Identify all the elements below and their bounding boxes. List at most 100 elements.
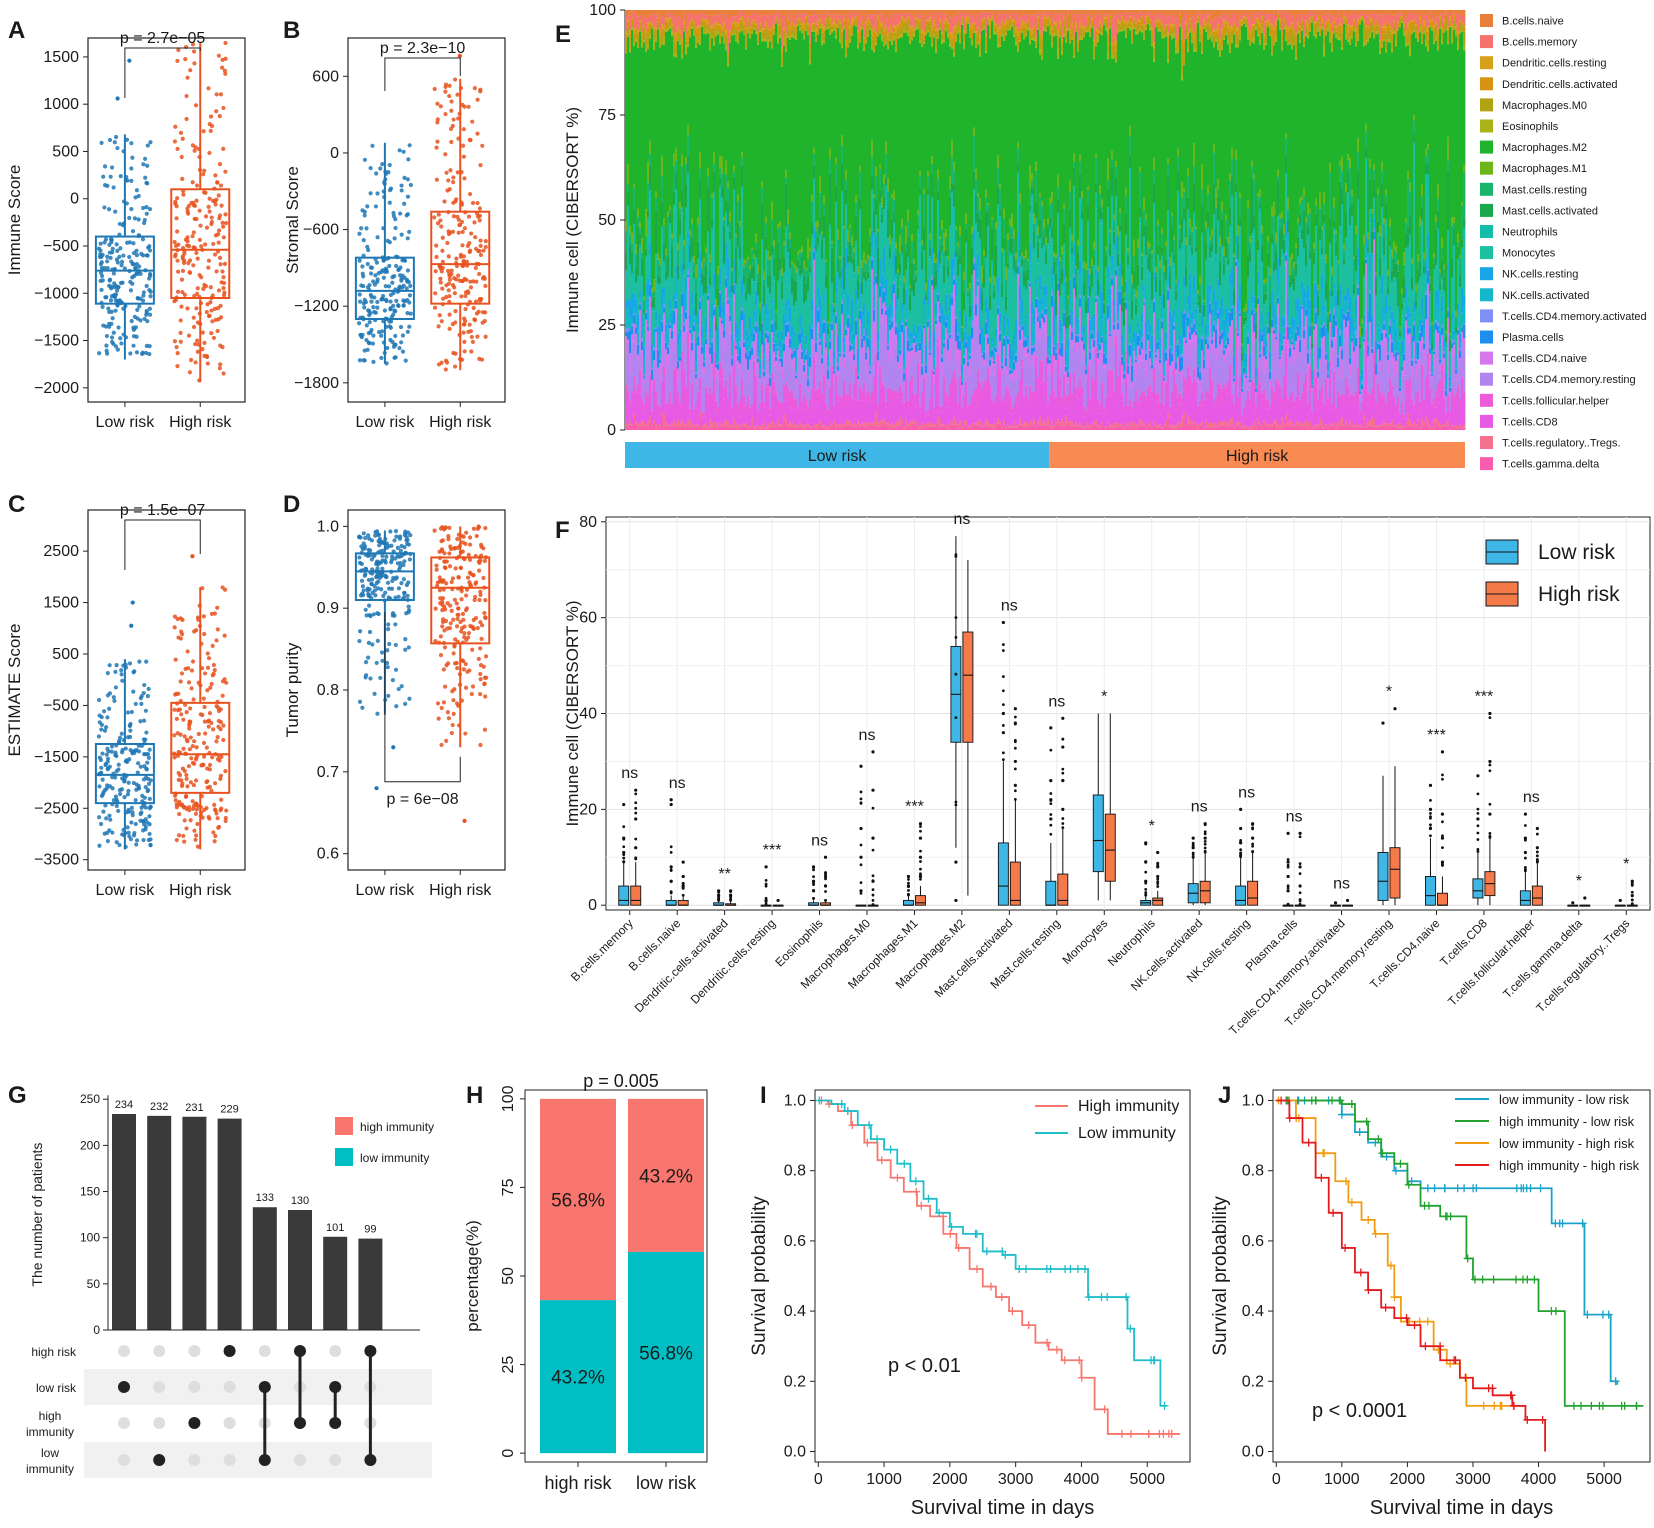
data-point	[215, 627, 220, 632]
data-point	[439, 539, 444, 544]
data-point	[215, 306, 221, 311]
data-point	[364, 323, 369, 328]
data-point	[107, 706, 112, 711]
data-point	[367, 629, 373, 635]
data-point	[406, 604, 411, 609]
data-point	[360, 584, 366, 589]
data-point	[216, 824, 222, 830]
data-point	[438, 276, 443, 281]
outlier-point	[129, 623, 134, 628]
data-point	[144, 308, 149, 314]
data-point	[216, 718, 221, 724]
data-point	[406, 580, 411, 585]
data-point	[366, 547, 371, 552]
data-point	[186, 680, 192, 685]
data-point	[174, 805, 179, 810]
data-point	[213, 202, 218, 207]
data-point	[483, 526, 488, 531]
data-point	[98, 270, 104, 275]
data-point	[384, 660, 390, 666]
data-point	[443, 367, 448, 372]
data-point	[172, 339, 178, 344]
data-point	[405, 311, 410, 316]
data-point	[433, 639, 438, 644]
y-tick-label: −1800	[294, 375, 339, 392]
data-point	[459, 629, 464, 634]
data-point	[184, 93, 189, 99]
data-point	[482, 681, 487, 686]
data-point	[178, 679, 183, 684]
data-point	[470, 339, 476, 345]
data-point	[108, 174, 113, 179]
data-point	[136, 749, 142, 754]
data-point	[209, 681, 214, 687]
panel-letter: D	[283, 491, 300, 518]
data-point	[397, 345, 402, 351]
data-point	[184, 709, 189, 715]
data-point	[379, 355, 384, 361]
data-point	[202, 671, 208, 676]
data-point	[111, 330, 116, 335]
data-point	[118, 791, 123, 797]
data-point	[377, 560, 382, 565]
data-point	[380, 296, 385, 301]
data-point	[396, 267, 401, 272]
data-point	[393, 556, 398, 561]
data-point	[461, 154, 467, 159]
data-point	[97, 713, 102, 718]
data-point	[362, 573, 367, 578]
data-point	[210, 293, 215, 298]
data-point	[172, 755, 177, 760]
data-point	[360, 264, 365, 269]
data-point	[465, 289, 470, 294]
data-point	[213, 833, 218, 839]
data-point	[134, 253, 140, 258]
data-point	[407, 324, 412, 329]
data-point	[203, 731, 208, 736]
data-point	[407, 300, 412, 305]
data-point	[357, 638, 362, 644]
data-point	[200, 586, 205, 591]
data-point	[438, 653, 444, 658]
data-point	[483, 615, 488, 620]
data-point	[197, 237, 203, 242]
data-point	[193, 103, 199, 108]
data-point	[98, 821, 104, 827]
data-point	[194, 306, 199, 311]
data-point	[192, 629, 197, 634]
data-point	[174, 716, 179, 722]
data-point	[201, 172, 206, 177]
data-point	[211, 830, 216, 835]
plot-frame	[347, 37, 506, 403]
data-point	[450, 229, 456, 234]
data-point	[186, 764, 192, 769]
data-point	[451, 711, 456, 716]
data-point	[456, 116, 461, 121]
data-point	[192, 148, 197, 153]
significance-bracket	[384, 57, 461, 91]
data-point	[462, 631, 467, 636]
data-point	[478, 677, 483, 682]
x-tick-label: High risk	[429, 414, 492, 431]
data-point	[141, 162, 146, 167]
data-point	[141, 290, 146, 295]
data-point	[440, 259, 445, 264]
data-point	[405, 194, 411, 199]
data-point	[481, 546, 486, 551]
data-point	[217, 216, 222, 221]
data-point	[387, 263, 392, 269]
data-point	[454, 601, 459, 606]
data-point	[131, 343, 136, 348]
data-point	[222, 261, 228, 266]
data-point	[136, 193, 141, 199]
data-point	[123, 746, 128, 751]
data-point	[105, 715, 110, 720]
data-point	[113, 669, 118, 674]
data-point	[194, 745, 199, 750]
y-tick-label: 1000	[43, 96, 79, 113]
data-point	[476, 656, 481, 662]
data-point	[221, 235, 226, 240]
data-point	[439, 224, 444, 229]
data-point	[193, 778, 199, 783]
data-point	[463, 293, 468, 299]
